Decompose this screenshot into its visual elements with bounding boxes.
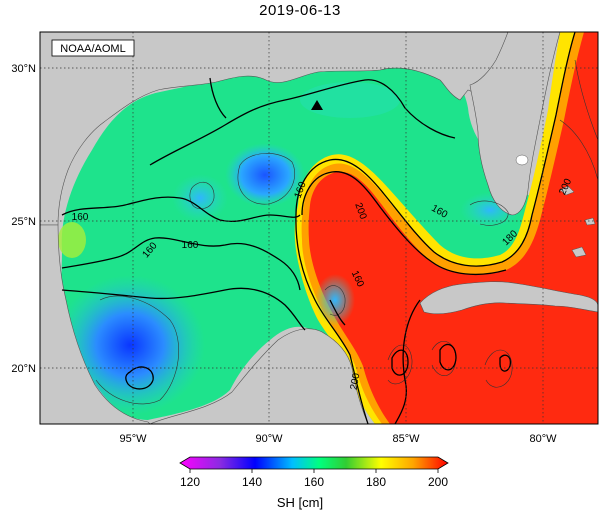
colorbar-label: SH [cm] bbox=[276, 495, 324, 510]
lon-label: 85°W bbox=[392, 433, 420, 445]
source-label-box bbox=[51, 39, 135, 57]
lat-label: 20°N bbox=[11, 363, 36, 375]
yellowish-patch bbox=[58, 222, 86, 258]
colorbar-tick: 180 bbox=[366, 475, 386, 489]
lon-label: 80°W bbox=[529, 433, 557, 445]
colorbar-gradient bbox=[179, 456, 449, 470]
north-land bbox=[40, 32, 521, 226]
lat-label: 25°N bbox=[11, 216, 36, 228]
eddy-north bbox=[300, 82, 400, 118]
gridlines bbox=[40, 32, 598, 424]
yucatan-land bbox=[149, 328, 369, 424]
contour-label: 200 bbox=[349, 372, 363, 391]
colorbar-tick: 200 bbox=[428, 475, 448, 489]
lon-label: 90°W bbox=[255, 433, 283, 445]
ocean-field bbox=[40, 32, 598, 424]
lake-okeechobee bbox=[515, 154, 529, 166]
colorbar-tick: 120 bbox=[180, 475, 200, 489]
source-label: NOAA/AOML bbox=[60, 43, 125, 55]
cuba-land bbox=[419, 281, 598, 315]
colorbar-tick: 140 bbox=[242, 475, 262, 489]
florida-land bbox=[469, 32, 561, 216]
mexico-west-land bbox=[40, 224, 151, 424]
plot-frame bbox=[39, 31, 599, 425]
bahamas-land bbox=[559, 185, 596, 258]
eddy-campeche bbox=[315, 274, 355, 326]
contour-label: 160 bbox=[182, 240, 199, 251]
thick-contours bbox=[61, 32, 576, 424]
lon-label: 95°W bbox=[119, 433, 147, 445]
colorbar-tick: 160 bbox=[304, 475, 324, 489]
warm-core bbox=[308, 32, 598, 424]
colorbar: 120 140 160 180 200 bbox=[179, 456, 449, 489]
eddy-central bbox=[225, 143, 305, 207]
lat-label: 30°N bbox=[11, 63, 36, 75]
eddy-west bbox=[172, 174, 228, 222]
station-marker bbox=[311, 100, 323, 110]
axis-labels: 30°N 25°N 20°N 95°W 90°W 85°W 80°W bbox=[11, 63, 557, 445]
map-title: 2019-06-13 bbox=[259, 2, 341, 19]
contour-label: 160 bbox=[72, 212, 89, 223]
